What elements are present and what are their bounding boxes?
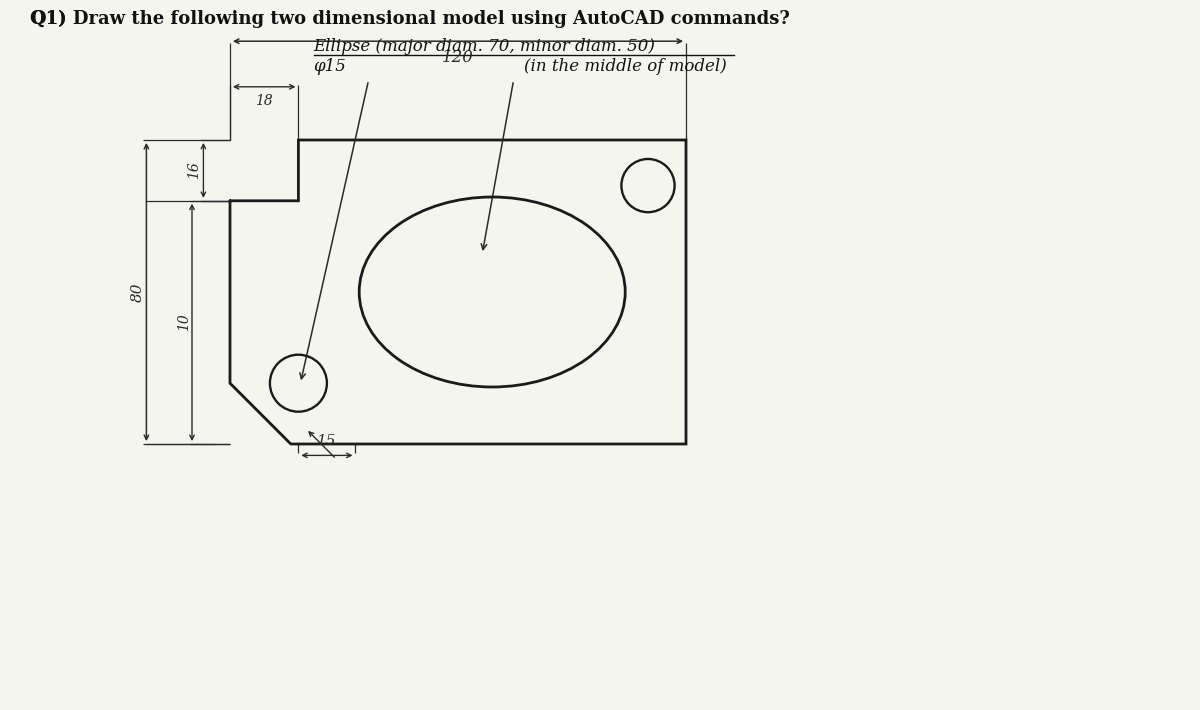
Text: Q1): Q1)	[30, 10, 67, 28]
Text: 15: 15	[317, 435, 337, 449]
Text: Ellipse (major diam. 70, minor diam. 50): Ellipse (major diam. 70, minor diam. 50)	[313, 38, 655, 55]
Text: (in the middle of model): (in the middle of model)	[523, 58, 726, 75]
Text: Q1) Draw the following two dimensional model using AutoCAD commands?: Q1) Draw the following two dimensional m…	[30, 10, 790, 28]
Text: 10: 10	[178, 314, 191, 332]
Text: φ15: φ15	[313, 58, 347, 75]
Text: 16: 16	[187, 161, 202, 179]
Text: 120: 120	[442, 49, 474, 66]
Text: 80: 80	[131, 283, 144, 302]
Text: 18: 18	[256, 94, 274, 108]
